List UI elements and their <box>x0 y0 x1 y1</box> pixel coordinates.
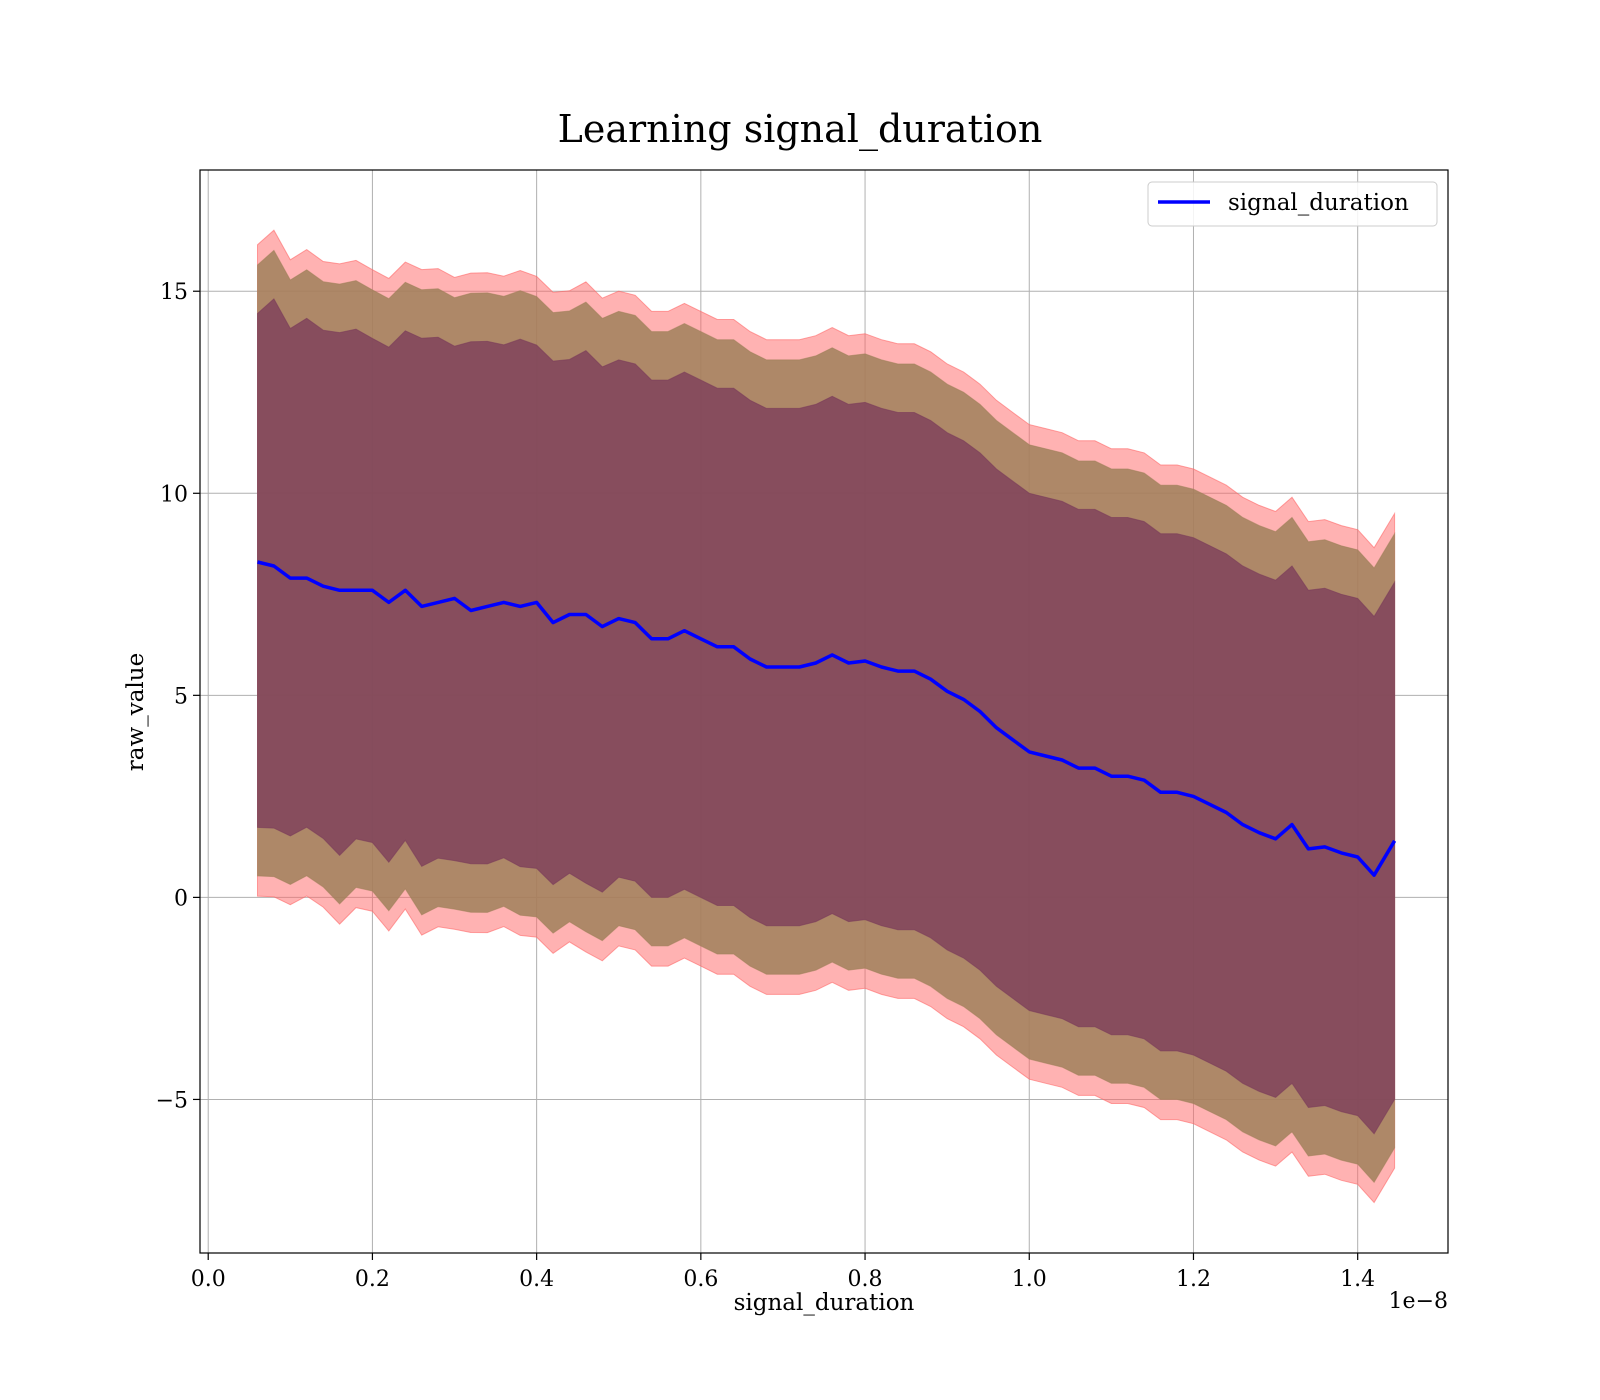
y-tick-label: 5 <box>174 684 188 709</box>
x-tick-label: 0.2 <box>355 1267 390 1292</box>
x-axis-label: signal_duration <box>734 1290 915 1316</box>
x-tick-label: 1.4 <box>1340 1267 1375 1292</box>
series-line-signal-duration <box>257 560 1397 877</box>
legend-entry: signal_duration <box>1228 190 1409 216</box>
series-lines <box>257 560 1397 877</box>
plot-frame <box>199 169 1449 1254</box>
y-tick-label: 0 <box>174 886 188 911</box>
y-axis-label: raw_value <box>123 653 149 771</box>
ticks: 0.0 0.2 0.4 0.6 0.8 1.0 1.2 1.4 −5 0 5 10 15 <box>156 280 1376 1292</box>
x-tick-label: 0.0 <box>191 1267 226 1292</box>
confidence-bands <box>257 229 1396 1204</box>
legend-box <box>1147 181 1438 227</box>
y-tick-label: −5 <box>156 1088 188 1113</box>
y-tick-label: 15 <box>160 280 188 305</box>
x-tick-label: 1.0 <box>1012 1267 1047 1292</box>
legend: signal_duration <box>1147 181 1438 227</box>
x-tick-label: 1.2 <box>1176 1267 1211 1292</box>
chart-title: Learning signal_duration <box>558 107 1043 152</box>
y-tick-label: 10 <box>160 482 188 507</box>
x-offset-label: 1e−8 <box>1389 1289 1448 1314</box>
x-tick-label: 0.4 <box>519 1267 554 1292</box>
x-tick-label: 0.6 <box>683 1267 718 1292</box>
band-inner <box>257 298 1396 1135</box>
x-tick-label: 0.8 <box>848 1267 883 1292</box>
